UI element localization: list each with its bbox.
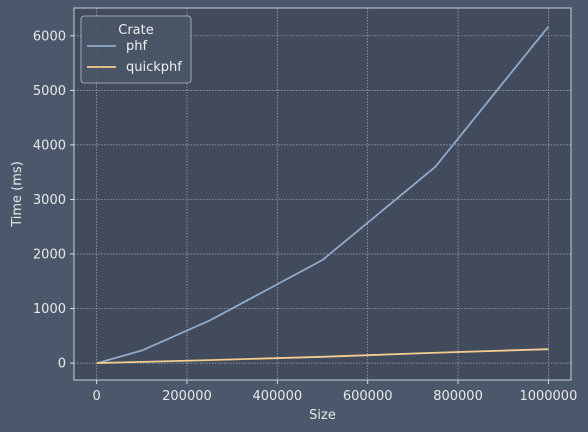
y-tick-label: 0 — [58, 357, 66, 372]
y-tick-label: 3000 — [33, 193, 66, 208]
y-tick-label: 1000 — [33, 302, 66, 317]
y-tick-label: 5000 — [33, 84, 66, 99]
x-tick-label: 0 — [92, 389, 100, 404]
x-tick-label: 200000 — [162, 389, 212, 404]
y-tick-label: 2000 — [33, 248, 66, 263]
plot-border — [73, 7, 572, 381]
series-line-phf — [96, 25, 550, 364]
y-axis-ticks: 0 1000 2000 3000 4000 5000 6000 — [33, 29, 74, 372]
series-line-quickphf — [97, 348, 549, 364]
x-tick-label: 600000 — [343, 389, 393, 404]
x-tick-label: 1000000 — [519, 389, 577, 404]
y-gridlines — [74, 35, 571, 364]
y-tick-label: 6000 — [33, 29, 66, 44]
x-tick-label: 400000 — [252, 389, 302, 404]
x-axis-label: Size — [309, 408, 336, 423]
legend-label-phf: phf — [126, 39, 147, 54]
x-gridlines — [96, 8, 549, 380]
legend-title: Crate — [118, 23, 153, 38]
x-axis-ticks: 0 200000 400000 600000 800000 1000000 — [92, 380, 577, 404]
x-tick-label: 800000 — [433, 389, 483, 404]
series-layer — [96, 25, 550, 364]
legend-label-quickphf: quickphf — [126, 60, 182, 75]
legend: Crate phf quickphf — [80, 15, 192, 84]
y-tick-label: 4000 — [33, 138, 66, 153]
y-axis-label: Time (ms) — [10, 161, 25, 228]
